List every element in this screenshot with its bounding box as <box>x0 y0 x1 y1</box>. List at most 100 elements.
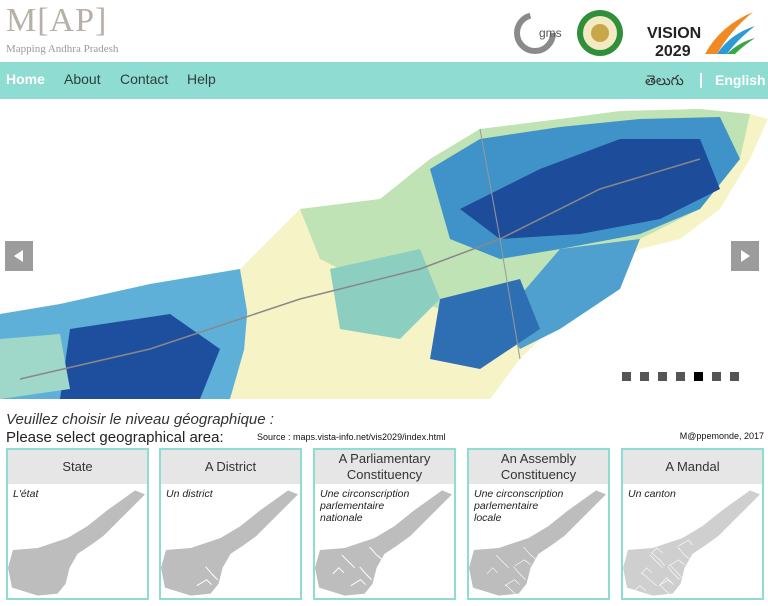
nav-link[interactable]: About <box>64 71 101 87</box>
boundaries <box>630 537 760 598</box>
boundary-line <box>659 584 674 598</box>
partner-logos: gms VISION 2029 <box>514 10 755 60</box>
boundary-line <box>705 588 713 598</box>
area-silhouette <box>469 490 607 598</box>
boundary-line <box>322 537 334 545</box>
boundary-line <box>696 551 710 559</box>
boundaries <box>476 537 601 598</box>
vision-swoosh <box>727 38 755 54</box>
boundary-line <box>396 583 411 591</box>
map-road <box>19 158 701 380</box>
area-card[interactable]: A District Un district <box>159 448 302 600</box>
boundary-line <box>476 537 488 545</box>
boundary-line <box>542 551 556 559</box>
area-card[interactable]: A Mandal Un canton <box>621 448 764 600</box>
area-silhouette <box>161 490 299 596</box>
boundary-line <box>660 577 671 584</box>
boundary-line <box>495 554 509 569</box>
boundary-line <box>733 580 749 594</box>
language-link[interactable]: English <box>715 72 766 88</box>
boundary-line <box>742 560 760 575</box>
card-title: A District <box>161 450 300 484</box>
boundary-line <box>631 592 639 598</box>
area-silhouette <box>623 490 761 598</box>
boundary-line <box>650 547 663 555</box>
boundary-line <box>740 562 755 576</box>
vision-year: 2029 <box>655 43 691 60</box>
prompt-french: Veuillez choisir le niveau géographique … <box>6 411 274 428</box>
boundary-line <box>658 579 674 586</box>
boundary-line <box>278 562 293 577</box>
area-card[interactable]: State L'état <box>6 448 149 600</box>
boundary-line <box>741 555 755 563</box>
map-region <box>430 279 540 369</box>
boundary-line <box>649 554 663 569</box>
carousel-dot[interactable] <box>730 372 739 381</box>
logo: M[AP] <box>6 2 108 39</box>
area-card[interactable]: An Assembly Constituency Une circonscript… <box>467 448 610 600</box>
language-link[interactable]: తెలుగు <box>645 72 684 88</box>
credit: M@ppemonde, 2017 <box>679 431 764 441</box>
boundary-line <box>205 566 218 581</box>
boundary-line <box>242 583 257 591</box>
boundary-line <box>687 576 699 590</box>
boundary-line <box>587 555 601 563</box>
boundary-line <box>697 556 710 571</box>
boundary-line <box>423 575 436 583</box>
nav-link[interactable]: Home <box>6 71 45 87</box>
boundary-line <box>369 546 383 561</box>
boundary-line <box>332 567 345 575</box>
boundary-line <box>477 592 485 598</box>
card-title: State <box>8 450 147 484</box>
carousel-prev[interactable] <box>5 241 33 271</box>
card-description: Un district <box>166 488 213 500</box>
carousel-dot[interactable] <box>640 372 649 381</box>
boundary-line <box>724 543 738 551</box>
boundary-line <box>551 588 559 598</box>
boundary-line <box>350 579 366 587</box>
boundary-line <box>523 546 537 561</box>
carousel-dot[interactable] <box>658 372 667 381</box>
boundary-line <box>514 559 531 567</box>
area-card[interactable]: A Parliamentary Constituency Une circonsc… <box>313 448 456 600</box>
carousel-dot[interactable] <box>676 372 685 381</box>
carousel-map <box>0 109 768 399</box>
boundary-line <box>669 564 682 578</box>
area-silhouette <box>8 490 146 596</box>
boundary-line <box>714 563 727 571</box>
arrow-icon <box>741 250 750 262</box>
boundary-line <box>630 537 642 545</box>
boundary-line <box>560 563 573 571</box>
nav-link[interactable]: Contact <box>120 71 169 87</box>
carousel-dot-active[interactable] <box>694 372 703 381</box>
boundary-line <box>715 568 727 582</box>
carousel-next[interactable] <box>731 241 759 271</box>
boundary-line <box>532 571 548 578</box>
carousel-dot[interactable] <box>712 372 721 381</box>
logo-subtitle: Mapping Andhra Pradesh <box>6 43 119 55</box>
boundary-line <box>586 562 601 576</box>
source-note: Source : maps.vista-info.net/vis2029/ind… <box>257 432 446 442</box>
area-silhouette <box>315 490 453 596</box>
gms-logo <box>514 12 556 54</box>
boundary-line <box>541 558 554 573</box>
boundary-line <box>734 573 749 580</box>
silhouette-shape <box>8 490 146 596</box>
nav-bar: Home About Contact Help తెలుగు English <box>0 62 768 99</box>
boundaries <box>322 537 447 591</box>
card-title: A Parliamentary Constituency <box>315 450 454 484</box>
arrow-icon <box>14 250 23 262</box>
carousel-dot[interactable] <box>622 372 631 381</box>
boundary-line <box>359 566 372 581</box>
card-description: Une circonscription parlementaire locale <box>474 488 564 524</box>
boundary-line <box>695 558 708 573</box>
silhouette-shape <box>315 490 453 596</box>
boundary-line <box>632 585 647 592</box>
gms-text: gms <box>539 26 562 40</box>
boundary-line <box>641 572 657 586</box>
boundary-line <box>504 579 520 586</box>
silhouette-shape <box>161 490 299 596</box>
nav-link[interactable]: Help <box>187 71 216 87</box>
boundary-line <box>387 558 400 573</box>
